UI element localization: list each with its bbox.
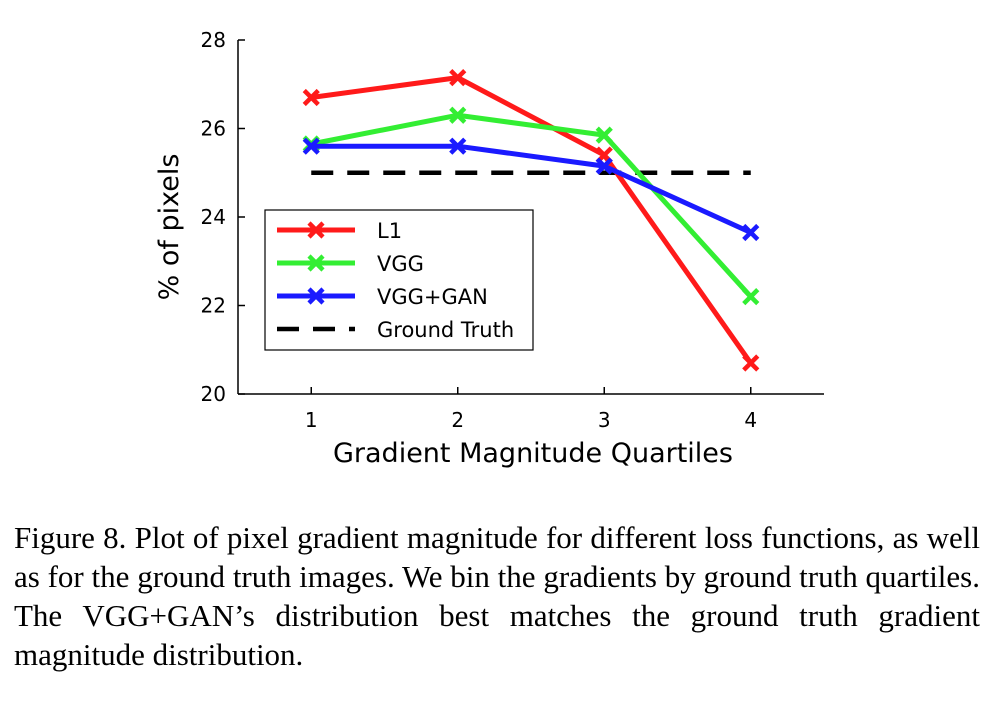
data-point-vgg-gan: [449, 137, 467, 155]
legend-label-vgg: VGG: [377, 252, 424, 276]
series-line-vgg-gan: [311, 143, 752, 235]
data-point-vgg: [449, 106, 467, 124]
data-point-vgg-gan: [302, 137, 320, 155]
legend-label-ground-truth: Ground Truth: [377, 318, 514, 342]
data-point-vgg-gan: [595, 157, 613, 175]
y-tick-label: 28: [201, 28, 226, 52]
x-tick-label: 3: [598, 408, 611, 432]
legend-marker-l1: [307, 221, 325, 239]
axes: [237, 39, 824, 395]
data-point-l1: [742, 354, 760, 372]
x-axis-label: Gradient Magnitude Quartiles: [333, 438, 733, 469]
series-lines: [302, 69, 760, 372]
legend-marker-vgg: [307, 254, 325, 272]
x-tick-label: 4: [744, 408, 757, 432]
legend-marker-vgg-gan: [307, 287, 325, 305]
legend: L1 VGG VGG+GAN Ground Truth: [264, 209, 534, 351]
y-tick-label: 22: [201, 294, 226, 318]
y-tick-label: 24: [201, 205, 226, 229]
x-tick-label: 1: [305, 408, 318, 432]
series-line-vgg: [310, 112, 753, 299]
legend-label-vgg-gan: VGG+GAN: [377, 285, 488, 309]
figure-caption: Figure 8. Plot of pixel gradient magnitu…: [14, 520, 980, 672]
legend-label-l1: L1: [377, 219, 402, 243]
y-tick-label: 20: [201, 382, 226, 406]
y-axis-label: % of pixels: [154, 154, 185, 301]
data-point-l1: [449, 69, 467, 87]
x-tick-label: 2: [451, 408, 464, 432]
tick-labels: 20 22 24 26 28 1 2 3 4: [201, 28, 758, 432]
y-tick-label: 26: [201, 117, 226, 141]
series-line-l1: [310, 75, 753, 365]
data-point-vgg-gan: [742, 223, 760, 242]
data-point-vgg: [595, 126, 613, 144]
data-point-l1: [302, 88, 320, 107]
data-point-vgg: [742, 288, 760, 306]
